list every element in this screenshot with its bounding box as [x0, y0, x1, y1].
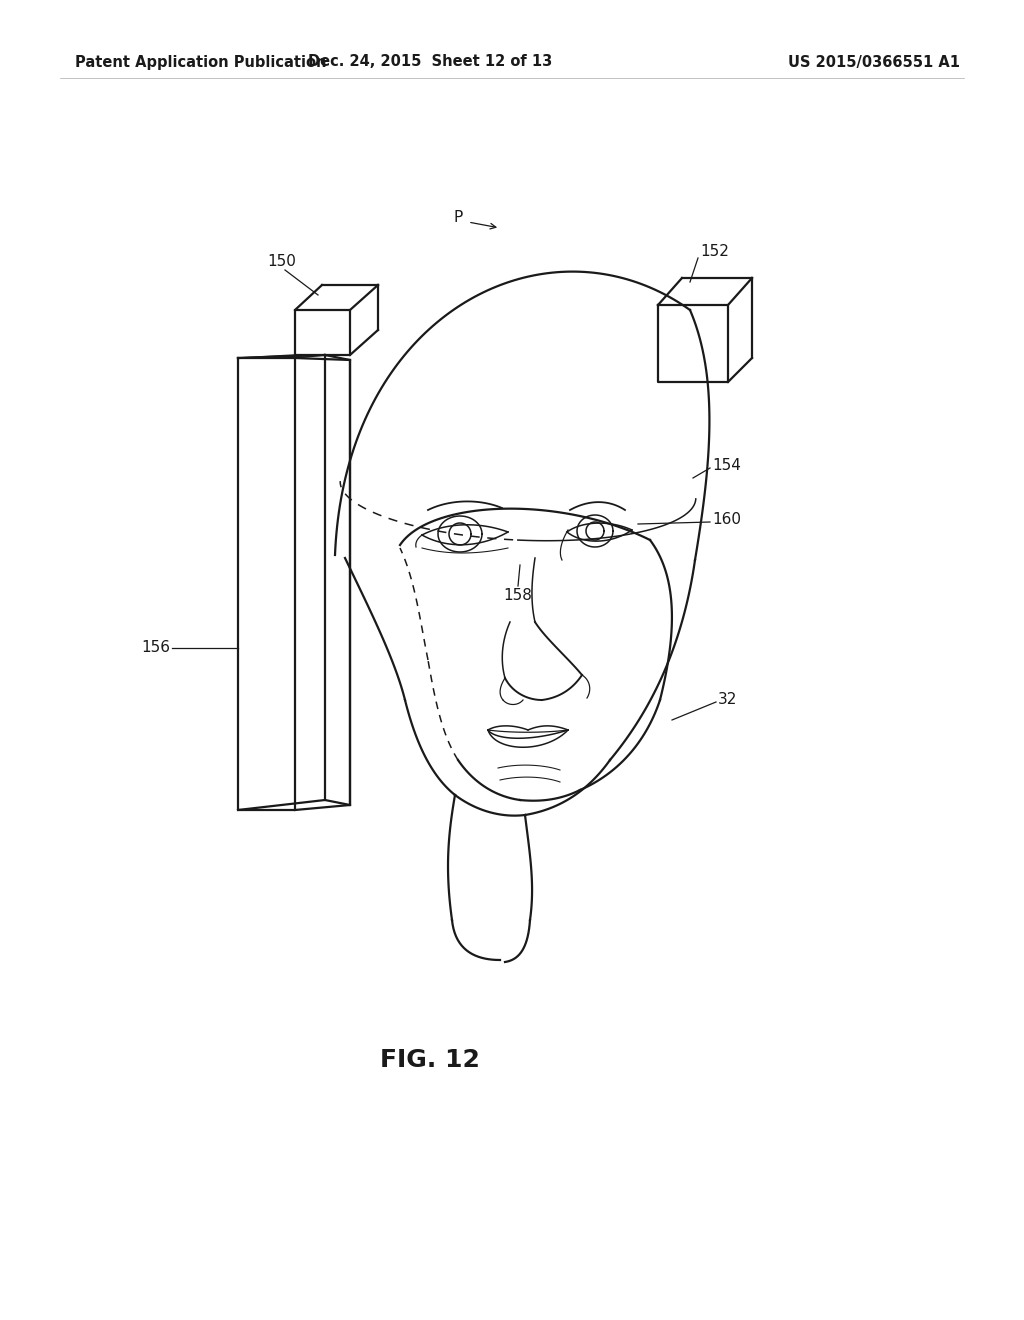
Text: 156: 156: [141, 640, 170, 656]
Text: Dec. 24, 2015  Sheet 12 of 13: Dec. 24, 2015 Sheet 12 of 13: [308, 54, 552, 70]
Text: 158: 158: [504, 589, 532, 603]
Text: FIG. 12: FIG. 12: [380, 1048, 480, 1072]
Text: 32: 32: [718, 693, 737, 708]
Text: US 2015/0366551 A1: US 2015/0366551 A1: [788, 54, 961, 70]
Text: 152: 152: [700, 244, 729, 260]
Text: Patent Application Publication: Patent Application Publication: [75, 54, 327, 70]
Text: 154: 154: [712, 458, 741, 473]
Text: 150: 150: [267, 255, 296, 269]
Text: P: P: [454, 210, 463, 226]
Text: 160: 160: [712, 512, 741, 528]
